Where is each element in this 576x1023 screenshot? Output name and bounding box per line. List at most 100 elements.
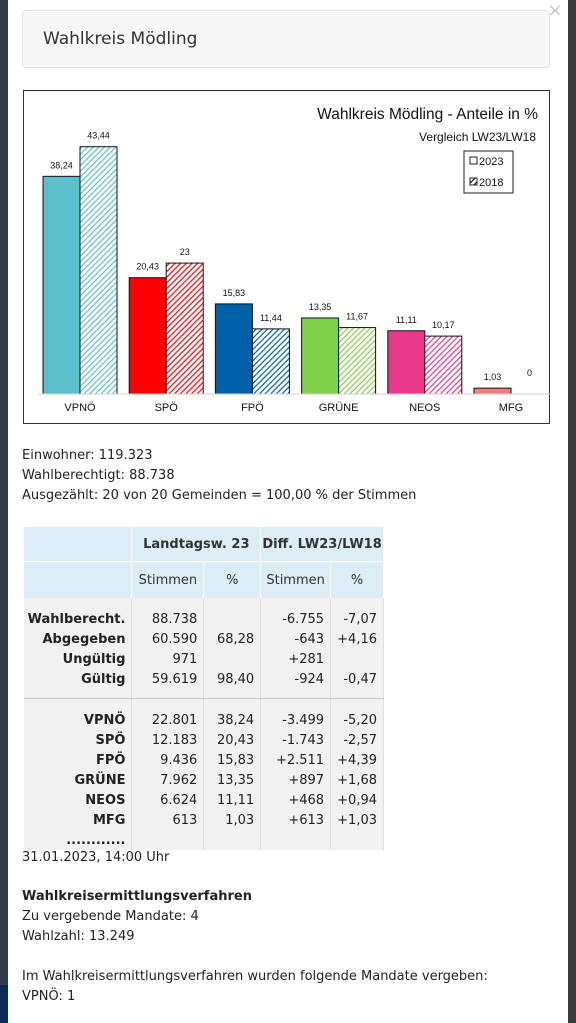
cell-diff-percent: +4,16 [330,629,384,649]
section-title: Wahlkreisermittlungsverfahren [22,889,252,904]
left-page-strip [0,0,8,1023]
table-row: Abgegeben 60.590 68,28 -643 +4,16 [24,629,384,649]
cell-stimmen: 613 [131,810,205,830]
cell-stimmen: 59.619 [131,669,205,689]
data-label-vpnö-2023: 38,24 [50,160,73,170]
cell-diff-percent: -2,57 [330,730,384,750]
data-label-spö-2023: 20,43 [136,262,159,272]
cell-percent: 13,35 [203,770,262,790]
cell-diff-stimmen: +613 [260,810,332,830]
bar-fpö-2018 [251,328,290,395]
cell-percent: 15,83 [203,750,262,770]
row-label: Wahlberecht. [24,609,133,629]
bar-grüne-2023 [301,317,340,395]
data-label-neos-2023: 11,11 [396,315,417,325]
data-label-vpnö-2018: 43,44 [87,131,110,141]
chart-title: Wahlkreis Mödling - Anteile in % [317,106,538,123]
cell-diff-percent: -0,47 [330,669,384,689]
cell-diff-percent [330,830,384,850]
cell-diff-stimmen: -643 [260,629,332,649]
row-label: ............ [24,830,133,850]
table-spacer [24,598,384,609]
table-row: Gültig 59.619 98,40 -924 -0,47 [24,669,384,689]
header-diff-percent: % [330,561,384,598]
cell-diff-percent: +1,03 [330,810,384,830]
modal-panel: × Wahlkreis Mödling Wahlkreis Mödling - … [8,0,568,1023]
party-rows: VPNÖ 22.801 38,24 -3.499 -5,20 SPÖ 12.183 20,43… [24,710,384,850]
data-label-grüne-2023: 13,35 [309,302,332,312]
category-label-fpö: FPÖ [241,402,264,414]
chart-frame: Wahlkreis Mödling - Anteile in % Verglei… [23,90,551,424]
cell-diff-stimmen: +897 [260,770,332,790]
data-label-neos-2018: 10,17 [432,320,455,330]
table-row: NEOS 6.624 11,11 +468 +0,94 [24,790,384,810]
table-row: ............ [24,830,384,850]
legend-swatch-2023 [469,156,478,165]
data-label-fpö-2023: 15,83 [223,288,246,298]
cell-stimmen: 88.738 [131,609,205,629]
wahlzahl-text: Wahlzahl: 13.249 [22,929,135,944]
chart-subtitle: Vergleich LW23/LW18 [419,130,536,144]
header-stimmen: Stimmen [131,561,205,598]
bar-grüne-2018 [338,327,377,395]
category-label-spö: SPÖ [155,402,179,414]
legend-swatch-2018 [469,177,478,186]
row-label: Ungültig [24,649,133,669]
cell-diff-stimmen: +2.511 [260,750,332,770]
cell-stimmen: 971 [131,649,205,669]
cell-diff-stimmen: -1.743 [260,730,332,750]
row-label: Abgegeben [24,629,133,649]
header-landtagswahl: Landtagsw. 23 [131,527,262,562]
row-label: Gültig [24,669,133,689]
row-label: VPNÖ [24,710,133,730]
cell-diff-stimmen: -6.755 [260,609,332,629]
cell-diff-percent: -7,07 [330,609,384,629]
table-row: GRÜNE 7.962 13,35 +897 +1,68 [24,770,384,790]
chart-bars: 38,24 43,44 VPNÖ 20,43 23 SPÖ 15,83 11,44 FPÖ 13,… [38,131,551,414]
category-label-mfg: MFG [499,402,523,414]
stats-block: Einwohner: 119.323 Wahlberechtigt: 88.73… [22,446,416,506]
legend-label-2023: 2023 [479,156,503,168]
cell-percent: 98,40 [203,669,262,689]
bar-spö-2018 [165,262,204,395]
data-label-grüne-2018: 11,67 [346,312,368,322]
wahlberechtigt-text: Wahlberechtigt: 88.738 [22,468,175,483]
table-corner-2 [24,561,133,598]
left-accent [0,985,8,1023]
cell-stimmen: 12.183 [131,730,205,750]
result-text: VPNÖ: 1 [22,989,76,1004]
category-label-neos: NEOS [409,402,440,414]
close-icon[interactable]: × [547,0,563,21]
cell-stimmen: 60.590 [131,629,205,649]
cell-stimmen: 22.801 [131,710,205,730]
chart-legend: 2023 2018 [463,150,514,194]
table-row: FPÖ 9.436 15,83 +2.511 +4,39 [24,750,384,770]
mandate-text: Zu vergebende Mandate: 4 [22,909,199,924]
row-label: SPÖ [24,730,133,750]
bar-neos-2018 [424,335,463,395]
cell-diff-percent: +4,39 [330,750,384,770]
legend-label-2018: 2018 [479,177,503,189]
cell-diff-percent: -5,20 [330,710,384,730]
cell-percent: 20,43 [203,730,262,750]
cell-diff-stimmen: +281 [260,649,332,669]
cell-stimmen: 7.962 [131,770,205,790]
category-label-grüne: GRÜNE [319,402,359,414]
data-label-fpö-2018: 11,44 [260,313,282,323]
data-label-mfg-2023: 1,03 [484,372,502,382]
info-text: Im Wahlkreisermittlungsverfahren wurden … [22,969,488,984]
cell-percent: 68,28 [203,629,262,649]
cell-percent [203,830,262,850]
cell-diff-percent [330,649,384,669]
bar-vpnö-2023 [42,175,81,395]
table-row: SPÖ 12.183 20,43 -1.743 -2,57 [24,730,384,750]
table-spacer-2 [24,698,384,710]
cell-diff-stimmen: -924 [260,669,332,689]
bar-fpö-2023 [214,303,253,395]
cell-diff-stimmen [260,830,332,850]
cell-percent: 11,11 [203,790,262,810]
cell-percent: 38,24 [203,710,262,730]
bar-neos-2023 [387,330,426,395]
cell-percent [203,609,262,629]
results-table: Landtagsw. 23 Diff. LW23/LW18 Stimmen % … [24,527,384,850]
